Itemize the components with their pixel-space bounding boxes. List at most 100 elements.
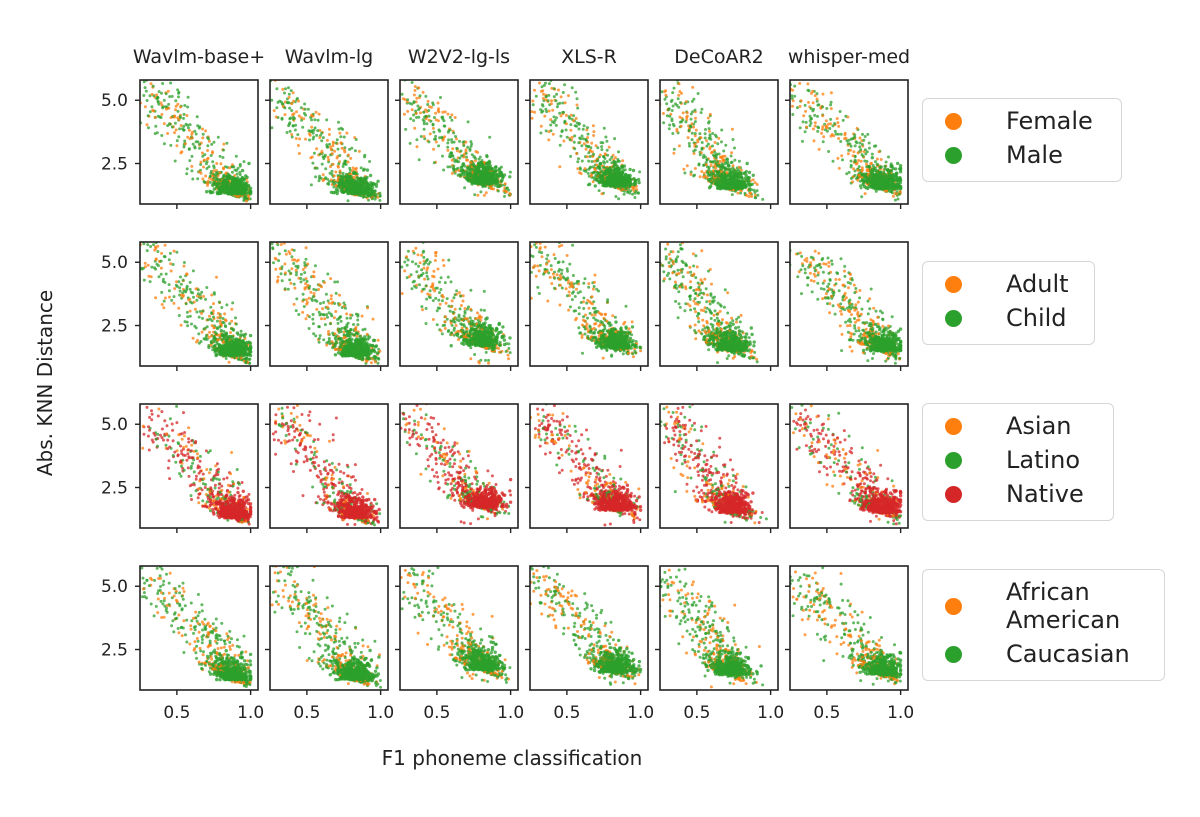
data-point xyxy=(584,147,588,151)
data-point xyxy=(798,81,802,85)
data-point xyxy=(182,112,186,116)
data-point xyxy=(544,107,548,111)
data-point xyxy=(856,151,860,155)
data-point xyxy=(837,124,841,128)
data-point xyxy=(349,179,354,184)
data-point xyxy=(700,107,704,111)
data-point xyxy=(882,182,887,186)
data-point xyxy=(890,175,894,179)
data-point xyxy=(434,134,438,138)
data-point xyxy=(706,116,710,120)
data-point xyxy=(791,104,794,108)
data-point xyxy=(481,172,485,177)
data-point xyxy=(706,142,710,146)
data-point xyxy=(342,135,346,139)
data-point xyxy=(533,110,537,114)
data-point xyxy=(602,126,606,130)
data-point xyxy=(350,191,354,196)
data-point xyxy=(317,179,321,183)
data-point xyxy=(801,139,804,143)
data-point xyxy=(610,155,614,159)
data-point xyxy=(890,178,894,183)
data-point xyxy=(142,80,146,84)
data-point xyxy=(683,171,687,175)
data-point xyxy=(422,122,426,126)
data-point xyxy=(342,175,346,179)
data-point xyxy=(186,95,190,99)
data-point xyxy=(636,177,641,182)
data-point xyxy=(732,179,737,184)
data-point xyxy=(193,307,197,311)
data-point xyxy=(692,152,696,155)
data-point xyxy=(544,98,548,102)
data-point xyxy=(324,167,328,171)
data-point xyxy=(693,132,697,135)
data-point xyxy=(719,173,723,177)
data-point xyxy=(582,124,586,128)
data-point xyxy=(625,183,629,187)
data-point xyxy=(821,105,825,109)
data-point xyxy=(590,141,594,145)
data-point xyxy=(455,137,458,141)
data-point xyxy=(567,94,570,98)
data-point xyxy=(403,98,407,102)
data-point xyxy=(680,91,683,95)
data-point xyxy=(689,117,693,121)
data-point xyxy=(494,181,499,186)
data-point xyxy=(295,97,299,100)
data-point xyxy=(631,168,636,173)
data-point xyxy=(593,178,597,182)
data-point xyxy=(239,190,243,194)
column-title: W2V2-lg-ls xyxy=(408,46,510,68)
data-point xyxy=(462,170,466,174)
data-point xyxy=(440,135,444,139)
data-point xyxy=(684,120,688,124)
data-point xyxy=(331,162,335,166)
data-point xyxy=(866,132,870,136)
data-point xyxy=(288,129,292,133)
data-point xyxy=(446,165,450,169)
data-point xyxy=(215,275,218,279)
data-point xyxy=(804,109,808,113)
data-point xyxy=(889,184,893,188)
data-point xyxy=(331,144,335,148)
data-point xyxy=(283,76,286,79)
point-group xyxy=(790,80,903,202)
data-point xyxy=(617,197,621,201)
data-point xyxy=(498,170,502,174)
data-point xyxy=(799,99,803,103)
data-point xyxy=(207,165,211,169)
data-point xyxy=(275,106,279,110)
data-point xyxy=(713,182,717,186)
point-group xyxy=(270,76,382,203)
data-point xyxy=(360,187,364,191)
data-point xyxy=(873,144,876,148)
data-point xyxy=(219,162,223,166)
data-point xyxy=(791,99,795,103)
data-point xyxy=(356,177,361,182)
data-point xyxy=(441,154,444,158)
data-point xyxy=(584,144,588,148)
data-point xyxy=(198,142,202,146)
data-point xyxy=(626,190,630,194)
data-point xyxy=(863,135,867,138)
data-point xyxy=(166,124,170,128)
data-point xyxy=(332,182,336,186)
data-point xyxy=(147,274,151,278)
data-point xyxy=(473,193,477,197)
data-point xyxy=(216,316,220,320)
data-point xyxy=(870,171,875,176)
data-point xyxy=(227,360,231,364)
data-point xyxy=(591,165,595,169)
data-point xyxy=(204,174,208,178)
data-point xyxy=(560,130,564,134)
data-point xyxy=(165,76,168,79)
data-point xyxy=(193,129,197,133)
data-point xyxy=(587,159,591,163)
data-point xyxy=(824,119,828,123)
data-point xyxy=(290,109,294,112)
data-point xyxy=(717,136,721,140)
data-point xyxy=(441,115,445,119)
data-point xyxy=(849,144,853,148)
data-point xyxy=(357,188,362,192)
